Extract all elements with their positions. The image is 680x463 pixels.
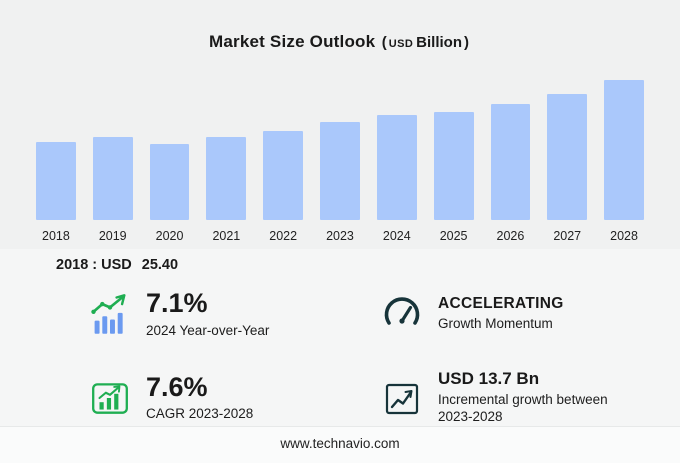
x-axis-label: 2022 bbox=[269, 229, 298, 243]
bar-column: 2018 bbox=[36, 80, 76, 243]
stat-value: 7.6% bbox=[146, 371, 208, 402]
bar-2021 bbox=[206, 137, 247, 220]
title-unit: Billion bbox=[416, 34, 462, 51]
bar-column: 2019 bbox=[92, 80, 133, 243]
x-axis-label: 2020 bbox=[155, 229, 184, 243]
bar-column: 2027 bbox=[547, 80, 588, 243]
bar-column: 2026 bbox=[490, 80, 531, 243]
bar-column: 2023 bbox=[320, 80, 360, 243]
bar-2020 bbox=[149, 143, 190, 220]
bar-column: 2022 bbox=[263, 80, 304, 243]
chart-title: Market Size Outlook (USD Billion) bbox=[0, 0, 680, 52]
x-axis-label: 2018 bbox=[42, 229, 70, 243]
x-axis-label: 2028 bbox=[610, 229, 638, 243]
bar-column: 2025 bbox=[433, 80, 474, 243]
growth-bars-icon bbox=[88, 292, 132, 336]
x-axis-label: 2025 bbox=[439, 229, 468, 243]
x-axis-label: 2027 bbox=[553, 229, 582, 243]
market-size-outlook-infographic: Market Size Outlook (USD Billion) 2018 201… bbox=[0, 0, 680, 451]
bar-2024 bbox=[376, 115, 417, 220]
baseline-value: 2018 : USD 25.40 bbox=[56, 257, 680, 273]
gauge-icon bbox=[380, 292, 424, 336]
baseline-label: 2018 : USD bbox=[56, 257, 132, 273]
stats-panel: 2018 : USD 25.40 bbox=[0, 249, 680, 463]
title-paren-open: ( bbox=[381, 34, 387, 51]
stats-grid: 7.1% 2024 Year-over-Year ACCELERATING Gr… bbox=[0, 273, 680, 426]
incremental-growth-icon bbox=[380, 376, 424, 420]
bar-2018 bbox=[36, 141, 76, 220]
bar-2026 bbox=[490, 104, 531, 220]
x-axis-label: 2021 bbox=[212, 229, 241, 243]
stat-value: USD 13.7 Bn bbox=[438, 368, 540, 388]
bar-column: 2024 bbox=[376, 80, 417, 243]
x-axis-label: 2023 bbox=[326, 229, 354, 243]
title-currency: USD bbox=[388, 38, 414, 50]
bar-2023 bbox=[320, 122, 360, 220]
stat-value: 7.1% bbox=[146, 288, 208, 318]
bar-2019 bbox=[92, 136, 133, 220]
bar-2028 bbox=[604, 80, 644, 220]
bar-2022 bbox=[263, 131, 304, 220]
bar-column: 2020 bbox=[149, 80, 190, 243]
stat-incremental-growth: USD 13.7 Bn Incremental growth between 2… bbox=[380, 368, 664, 426]
bar-column: 2021 bbox=[206, 80, 247, 243]
x-axis-label: 2019 bbox=[98, 229, 127, 243]
stat-growth-momentum: ACCELERATING Growth Momentum bbox=[380, 289, 664, 340]
stat-value: ACCELERATING bbox=[438, 295, 564, 313]
cagr-chart-icon bbox=[88, 376, 132, 420]
stat-label: 2024 Year-over-Year bbox=[146, 322, 270, 338]
stat-yoy-growth: 7.1% 2024 Year-over-Year bbox=[88, 288, 380, 340]
bar-2025 bbox=[433, 112, 474, 220]
stat-label: CAGR 2023-2028 bbox=[146, 406, 254, 422]
bar-column: 2028 bbox=[604, 80, 644, 243]
footer: www.technavio.com bbox=[0, 426, 680, 463]
bar-2027 bbox=[547, 94, 588, 220]
stat-label: Incremental growth between 2023-2028 bbox=[438, 392, 608, 425]
x-axis-label: 2026 bbox=[496, 229, 525, 243]
title-paren-close: ) bbox=[464, 34, 469, 51]
x-axis-label: 2024 bbox=[382, 229, 411, 243]
stat-cagr: 7.6% CAGR 2023-2028 bbox=[88, 370, 380, 426]
bar-chart: 2018 2019 2020 2021 2022 2023 2024 2025 2026 2027… bbox=[0, 80, 680, 243]
website-url: www.technavio.com bbox=[280, 436, 400, 451]
title-main: Market Size Outlook bbox=[209, 32, 376, 51]
stat-label: Growth Momentum bbox=[438, 316, 553, 332]
baseline-amount: 25.40 bbox=[141, 257, 179, 273]
